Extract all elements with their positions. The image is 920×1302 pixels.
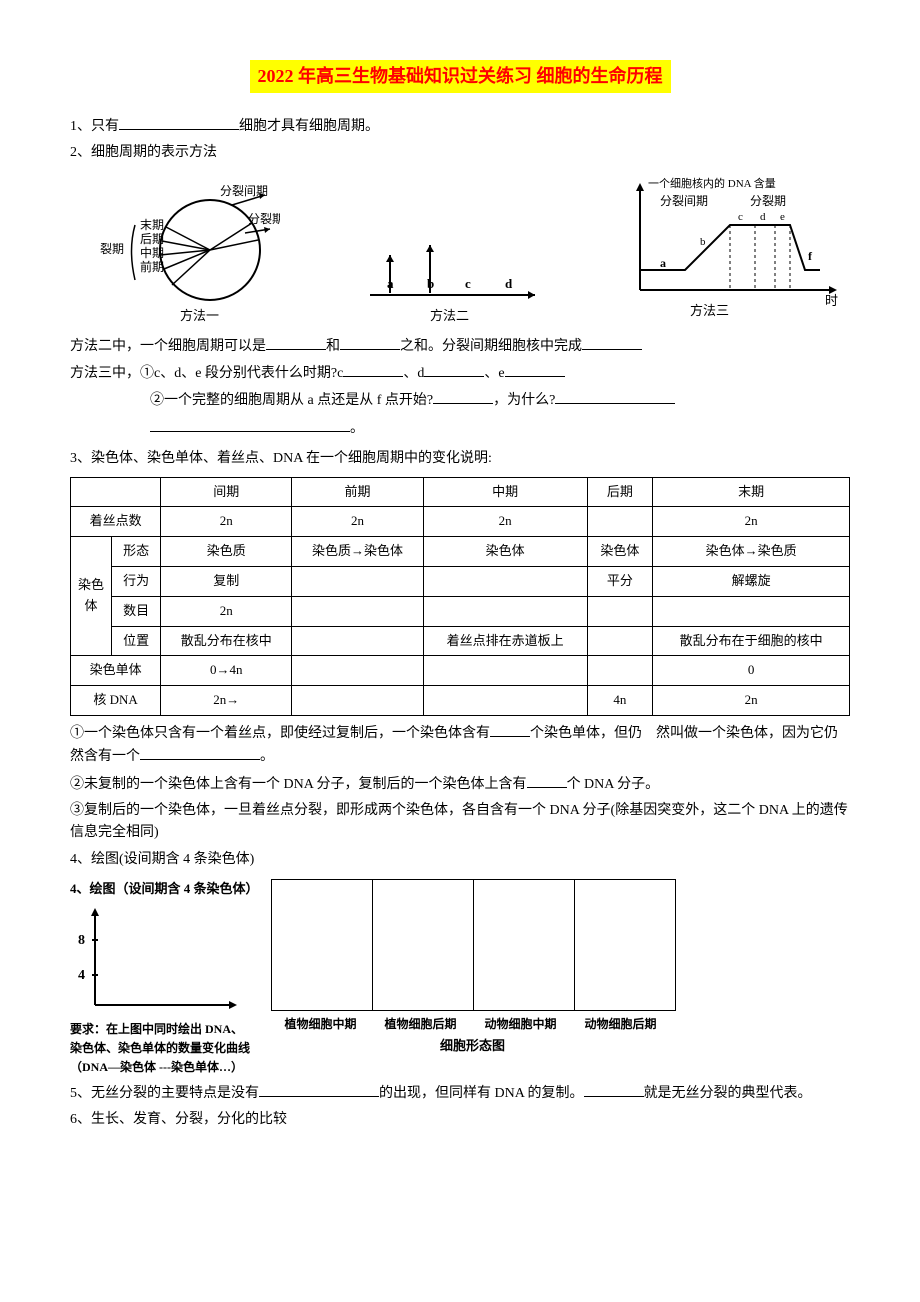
svg-text:时: 时 bbox=[825, 293, 838, 308]
svg-text:4: 4 bbox=[78, 968, 85, 983]
q4-bold-title: 4、绘图（设间期含 4 条染色体） bbox=[70, 879, 259, 900]
svg-text:8: 8 bbox=[78, 933, 85, 948]
cell-label-2: 植物细胞后期 bbox=[371, 1015, 471, 1034]
svg-text:e: e bbox=[780, 211, 785, 223]
question-3: 3、染色体、染色单体、着丝点、DNA 在一个细胞周期中的变化说明: bbox=[70, 448, 850, 470]
question-2: 2、细胞周期的表示方法 bbox=[70, 142, 850, 164]
svg-text:前期: 前期 bbox=[140, 259, 164, 274]
table-row: 染色体 形态 染色质 染色质→染色体 染色体 染色体 染色体→染色质 bbox=[71, 537, 850, 567]
svg-text:b: b bbox=[700, 236, 706, 248]
svg-text:分裂期: 分裂期 bbox=[248, 212, 280, 226]
svg-text:a: a bbox=[660, 256, 666, 270]
table-row: 染色单体 0→4n 0 bbox=[71, 656, 850, 686]
question-5: 5、无丝分裂的主要特点是没有的出现，但同样有 DNA 的复制。就是无丝分裂的典型… bbox=[70, 1082, 850, 1105]
th-interphase: 间期 bbox=[161, 477, 292, 507]
q3-followup-3: ③复制后的一个染色体，一旦着丝点分裂，即形成两个染色体，各自含有一个 DNA 分… bbox=[70, 800, 850, 845]
q4-chart: 8 4 bbox=[70, 900, 240, 1020]
blank[interactable] bbox=[266, 335, 326, 350]
cell-label-3: 动物细胞中期 bbox=[471, 1015, 571, 1034]
cell-box-1[interactable] bbox=[271, 879, 373, 1011]
blank[interactable] bbox=[424, 362, 484, 377]
th-prophase: 前期 bbox=[292, 477, 423, 507]
cell-box-3[interactable] bbox=[473, 879, 575, 1011]
cell-box-2[interactable] bbox=[372, 879, 474, 1011]
q4-req2: 染色体、染色单体的数量变化曲线 bbox=[70, 1039, 259, 1058]
svg-text:a: a bbox=[387, 276, 394, 291]
q2-followup-3: ②一个完整的细胞周期从 a 点还是从 f 点开始?，为什么? bbox=[70, 389, 850, 412]
blank[interactable] bbox=[433, 389, 493, 404]
svg-text:分裂间期: 分裂间期 bbox=[220, 185, 268, 198]
svg-text:方法三: 方法三 bbox=[690, 303, 729, 318]
blank[interactable] bbox=[490, 722, 530, 737]
table-row: 数目 2n bbox=[71, 596, 850, 626]
table-row: 行为 复制 平分 解螺旋 bbox=[71, 566, 850, 596]
q4-left: 4、绘图（设间期含 4 条染色体） 8 4 要求：在上图中同时绘出 DNA、 染… bbox=[70, 879, 259, 1077]
svg-text:后期: 后期 bbox=[140, 232, 164, 246]
svg-text:f: f bbox=[808, 249, 813, 263]
q4-caption: 细胞形态图 bbox=[271, 1036, 675, 1057]
method2-diagram: a b c d 方法二 bbox=[360, 185, 540, 325]
question-4: 4、绘图(设间期含 4 条染色体) bbox=[70, 849, 850, 871]
svg-text:分裂期: 分裂期 bbox=[750, 194, 786, 208]
cell-box-4[interactable] bbox=[574, 879, 676, 1011]
svg-text:b: b bbox=[427, 276, 434, 291]
blank-q1[interactable] bbox=[119, 115, 239, 130]
blank[interactable] bbox=[150, 417, 350, 432]
table-header-row: 间期 前期 中期 后期 末期 bbox=[71, 477, 850, 507]
q4-figure-row: 4、绘图（设间期含 4 条染色体） 8 4 要求：在上图中同时绘出 DNA、 染… bbox=[70, 879, 850, 1077]
question-6: 6、生长、发育、分裂，分化的比较 bbox=[70, 1109, 850, 1131]
q2-followup-1: 方法二中，一个细胞周期可以是和之和。分裂间期细胞核中完成 bbox=[70, 335, 850, 358]
q2-followup-3b: 。 bbox=[70, 417, 850, 440]
th-metaphase: 中期 bbox=[423, 477, 587, 507]
svg-text:裂期: 裂期 bbox=[100, 242, 124, 256]
th-blank bbox=[71, 477, 161, 507]
q2-followup-2: 方法三中，①c、d、e 段分别代表什么时期?c、d、e bbox=[70, 362, 850, 385]
th-anaphase: 后期 bbox=[587, 477, 653, 507]
svg-text:d: d bbox=[760, 211, 766, 223]
q4-req3: （DNA—染色体 ---染色单体…） bbox=[70, 1058, 259, 1077]
svg-text:c: c bbox=[738, 211, 743, 223]
q4-cells-area: 植物细胞中期 植物细胞后期 动物细胞中期 动物细胞后期 细胞形态图 bbox=[271, 879, 675, 1057]
blank[interactable] bbox=[584, 1082, 644, 1097]
table-row: 着丝点数 2n 2n 2n 2n bbox=[71, 507, 850, 537]
table-row: 位置 散乱分布在核中 着丝点排在赤道板上 散乱分布在于细胞的核中 bbox=[71, 626, 850, 656]
method3-diagram: 一个细胞核内的 DNA 含量 分裂间期 分裂期 a b c d e f 方法三 … bbox=[620, 175, 850, 325]
blank[interactable] bbox=[340, 335, 400, 350]
method1-diagram: 末期 后期 中期 前期 裂期 分裂间期 分裂期 方法一 bbox=[70, 185, 280, 325]
blank[interactable] bbox=[582, 335, 642, 350]
page-title: 2022 年高三生物基础知识过关练习 细胞的生命历程 bbox=[250, 60, 671, 93]
question-1: 1、只有 细胞才具有细胞周期。 bbox=[70, 115, 850, 138]
blank[interactable] bbox=[505, 362, 565, 377]
q1-tail: 细胞才具有细胞周期。 bbox=[239, 119, 379, 134]
svg-text:中期: 中期 bbox=[140, 245, 164, 260]
svg-text:c: c bbox=[465, 276, 471, 291]
table-row: 核 DNA 2n→ 4n 2n bbox=[71, 686, 850, 716]
svg-text:分裂间期: 分裂间期 bbox=[660, 194, 708, 208]
diagrams-row: 末期 后期 中期 前期 裂期 分裂间期 分裂期 方法一 a b c d 方法二 bbox=[70, 175, 850, 325]
blank[interactable] bbox=[140, 745, 260, 760]
cell-label-4: 动物细胞后期 bbox=[571, 1015, 671, 1034]
svg-text:d: d bbox=[505, 276, 513, 291]
q1-text: 1、只有 bbox=[70, 119, 119, 134]
th-telophase: 末期 bbox=[653, 477, 850, 507]
svg-text:方法二: 方法二 bbox=[430, 308, 469, 323]
svg-text:一个细胞核内的 DNA 含量: 一个细胞核内的 DNA 含量 bbox=[648, 176, 776, 190]
cell-label-1: 植物细胞中期 bbox=[271, 1015, 371, 1034]
q4-req1: 要求：在上图中同时绘出 DNA、 bbox=[70, 1020, 259, 1039]
svg-text:末期: 末期 bbox=[140, 218, 164, 232]
blank[interactable] bbox=[343, 362, 403, 377]
svg-text:方法一: 方法一 bbox=[180, 308, 219, 323]
q3-followup-2: ②未复制的一个染色体上含有一个 DNA 分子，复制后的一个染色体上含有个 DNA… bbox=[70, 773, 850, 796]
blank[interactable] bbox=[259, 1082, 379, 1097]
blank[interactable] bbox=[527, 773, 567, 788]
chromosome-group: 染色体 bbox=[71, 537, 112, 656]
blank[interactable] bbox=[555, 389, 675, 404]
q3-followup-1: ①一个染色体只含有一个着丝点，即使经过复制后，一个染色体含有个染色单体，但仍 然… bbox=[70, 722, 850, 769]
cell-cycle-table: 间期 前期 中期 后期 末期 着丝点数 2n 2n 2n 2n 染色体 形态 染… bbox=[70, 477, 850, 716]
